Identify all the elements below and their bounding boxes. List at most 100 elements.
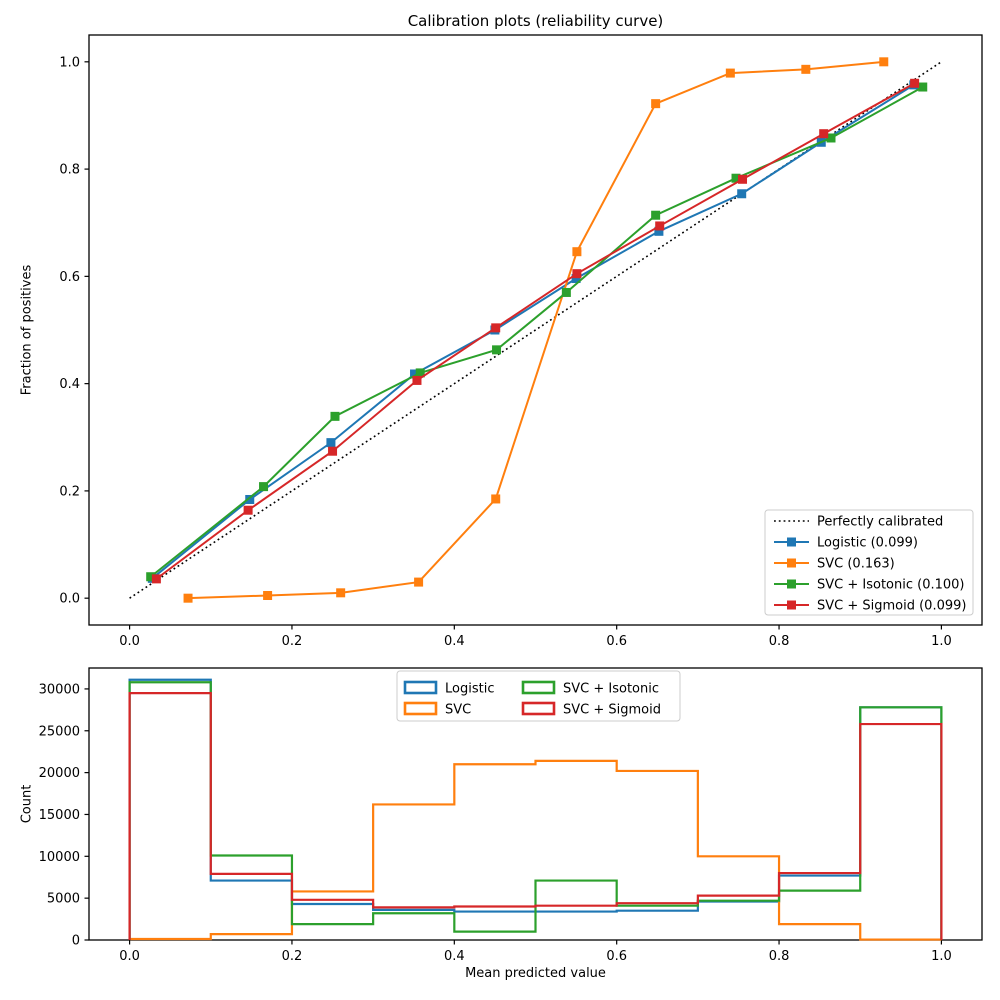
- legend-entry: SVC + Isotonic: [521, 680, 659, 697]
- legend-label: SVC: [445, 703, 471, 718]
- legend-entry: SVC (0.163): [774, 557, 895, 572]
- y-tick-label: 0.8: [59, 163, 80, 178]
- data-point-marker: [651, 99, 661, 109]
- series-line-perfectly-calibrated: [129, 61, 942, 599]
- top-legend: Perfectly calibrated Logistic (0.099) SVC …: [764, 509, 974, 616]
- legend-label: SVC + Sigmoid (0.099): [817, 599, 966, 614]
- data-point-marker: [725, 68, 735, 78]
- data-point-marker: [415, 368, 425, 378]
- legend-label: Perfectly calibrated: [817, 515, 943, 530]
- data-point-marker: [572, 247, 582, 257]
- data-point-marker: [879, 57, 889, 67]
- legend-patch-sample: [403, 701, 438, 716]
- data-point-marker: [651, 210, 661, 220]
- x-tick-label: 0.6: [606, 949, 627, 964]
- y-tick-label: 5000: [47, 892, 80, 907]
- legend-patch-sample: [403, 680, 438, 695]
- legend-patch-sample: [521, 680, 556, 695]
- x-tick-label: 1.0: [931, 949, 952, 964]
- y-tick-label: 15000: [39, 808, 80, 823]
- data-point-marker: [801, 64, 811, 74]
- data-point-marker: [572, 269, 582, 279]
- y-tick-label: 10000: [39, 850, 80, 865]
- series-svc-isotonic-0-100: [146, 82, 928, 582]
- data-point-marker: [731, 173, 741, 183]
- data-point-marker: [263, 591, 273, 600]
- hist-step-svc: [128, 759, 943, 941]
- legend-entry: SVC + Sigmoid: [521, 701, 661, 718]
- series-logistic-0-099: [147, 80, 919, 583]
- data-point-marker: [491, 494, 501, 504]
- data-point-marker: [918, 82, 928, 92]
- legend-entry: Perfectly calibrated: [774, 515, 943, 530]
- x-tick-label: 0.4: [444, 634, 465, 649]
- x-tick-label: 0.0: [119, 634, 140, 649]
- x-tick-label: 0.6: [606, 634, 627, 649]
- legend-entry: Logistic: [403, 680, 494, 697]
- legend-patch-sample: [521, 701, 556, 716]
- series-perfectly-calibrated: [129, 61, 942, 599]
- axes-frame: [88, 34, 983, 626]
- legend-marker-sample: [787, 579, 796, 589]
- x-tick-label: 0.2: [282, 949, 303, 964]
- data-point-marker: [571, 274, 581, 284]
- x-tick-label: 0.8: [769, 949, 790, 964]
- legend-label: Logistic (0.099): [817, 536, 918, 551]
- bottom-y-axis-label: Count: [19, 784, 35, 824]
- data-point-marker: [259, 482, 269, 492]
- data-point-marker: [738, 174, 748, 184]
- series-line-svc-0-163: [188, 60, 884, 600]
- y-tick-label: 0.0: [59, 592, 80, 607]
- y-tick-label: 20000: [39, 766, 80, 781]
- data-point-marker: [492, 345, 502, 355]
- y-tick-label: 25000: [39, 724, 80, 739]
- x-tick-label: 0.0: [119, 949, 140, 964]
- calibration-plot: 0.0 0.2 0.4 0.6 0.8 1.0 0.0 0.2 0.4 0.6 0.8 1.0 Perf…: [59, 34, 983, 649]
- legend-box: [396, 670, 681, 722]
- series-line-svc-isotonic-0-100: [150, 86, 924, 578]
- data-point-marker: [146, 572, 156, 582]
- histogram-plot: 0.0 0.2 0.4 0.6 0.8 1.0 0 5000 10000 15000 20000 25…: [39, 667, 983, 964]
- bottom-x-axis-label: Mean predicted value: [465, 966, 606, 981]
- data-point-marker: [414, 577, 424, 587]
- legend-marker-sample: [787, 537, 796, 547]
- data-point-marker: [410, 369, 420, 379]
- axes-frame: [88, 667, 983, 941]
- legend-label: SVC + Isotonic (0.100): [817, 578, 964, 593]
- legend-marker-sample: [787, 600, 796, 610]
- data-point-marker: [151, 574, 161, 584]
- y-tick-label: 0.6: [59, 270, 80, 285]
- x-tick-label: 1.0: [931, 634, 952, 649]
- x-tick-label: 0.2: [282, 634, 303, 649]
- data-point-marker: [326, 438, 336, 448]
- data-point-marker: [336, 588, 346, 598]
- y-tick-label: 0.4: [59, 377, 80, 392]
- data-point-marker: [654, 226, 664, 236]
- series-svc-sigmoid-0-099: [151, 78, 920, 584]
- y-tick-label: 0.2: [59, 484, 80, 499]
- series-line-logistic-0-099: [151, 84, 915, 580]
- legend-label: SVC (0.163): [817, 557, 895, 572]
- data-point-marker: [243, 505, 253, 515]
- hist-step-svc-sigmoid: [128, 692, 943, 940]
- data-point-marker: [655, 221, 665, 231]
- data-point-marker: [737, 189, 747, 199]
- legend-label: SVC + Isotonic: [563, 682, 659, 697]
- data-point-marker: [826, 133, 836, 143]
- legend-entry: Logistic (0.099): [774, 536, 918, 551]
- y-tick-label: 30000: [39, 682, 80, 697]
- series-line-svc-sigmoid-0-099: [155, 82, 916, 580]
- top-y-axis-label: Fraction of positives: [19, 264, 35, 396]
- legend-label: Logistic: [445, 682, 494, 697]
- data-point-marker: [910, 78, 920, 88]
- x-tick-label: 0.8: [769, 634, 790, 649]
- legend-entry: SVC + Isotonic (0.100): [774, 578, 964, 593]
- data-point-marker: [561, 287, 571, 297]
- data-point-marker: [245, 494, 255, 504]
- data-point-marker: [330, 411, 340, 421]
- legend-entry: SVC + Sigmoid (0.099): [774, 599, 966, 614]
- legend-box: [764, 509, 974, 616]
- chart-title: Calibration plots (reliability curve): [407, 12, 664, 30]
